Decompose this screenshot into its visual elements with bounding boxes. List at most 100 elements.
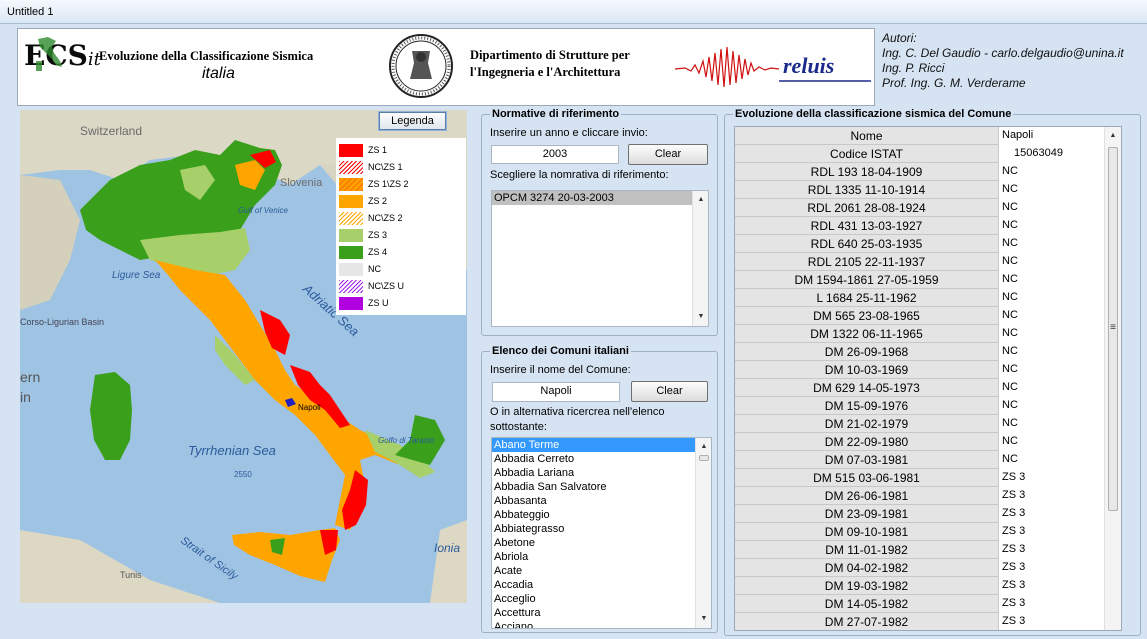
row-label: DM 26-06-1981 [735, 487, 999, 505]
normativa-scrollbar[interactable]: ▲ ▼ [692, 191, 708, 326]
list-item[interactable]: Abbadia San Salvatore [494, 481, 607, 493]
map-legend: ZS 1 NC\ZS 1 ZS 1\ZS 2 ZS 2 NC\ZS 2 ZS 3… [336, 138, 466, 315]
normative-panel: Normative di riferimento Inserire un ann… [481, 108, 718, 336]
table-row: RDL 2105 22-11-1937 NC [735, 253, 1107, 271]
scroll-up-icon[interactable]: ▲ [1109, 132, 1117, 139]
table-row: DM 565 23-08-1965 NC [735, 307, 1107, 325]
legend-button[interactable]: Legenda [379, 112, 446, 130]
list-item[interactable]: Abbasanta [494, 495, 547, 507]
row-value: ZS 3 [1001, 487, 1075, 505]
row-label: DM 1322 06-11-1965 [735, 325, 999, 343]
table-row: Codice ISTAT 15063049 [735, 145, 1107, 163]
table-row: DM 26-06-1981 ZS 3 [735, 487, 1107, 505]
legend-label: ZS 3 [368, 230, 388, 240]
map-label-gulf-venice: Gulf of Venice [238, 206, 289, 215]
map-label-ionian: Ionia [434, 541, 460, 555]
row-label: DM 565 23-08-1965 [735, 307, 999, 325]
scroll-up-icon[interactable]: ▲ [700, 443, 708, 450]
row-value: ZS 3 [1001, 523, 1075, 541]
list-item[interactable]: Abbiategrasso [494, 523, 565, 535]
table-row: RDL 2061 28-08-1924 NC [735, 199, 1107, 217]
list-item[interactable]: Acciano [494, 621, 534, 629]
comune-name-prompt: Inserire il nome del Comune: [490, 364, 631, 376]
row-label: RDL 1335 11-10-1914 [735, 181, 999, 199]
comuni-scrollbar[interactable]: ▲ ▼ [695, 438, 711, 628]
app-title: Evoluzione della Classificazione Sismica [99, 49, 314, 63]
table-row: L 1684 25-11-1962 NC [735, 289, 1107, 307]
row-label: DM 09-10-1981 [735, 523, 999, 541]
list-item[interactable]: Abbadia Lariana [494, 467, 575, 479]
row-value: NC [1001, 433, 1075, 451]
normative-clear-button[interactable]: Clear [628, 144, 708, 165]
scroll-up-icon[interactable]: ▲ [697, 196, 705, 203]
author-3: Prof. Ing. G. M. Verderame [882, 76, 1026, 90]
alt-prompt-line-1: O in alternativa ricercrea nell'elenco [490, 406, 665, 418]
legend-label: ZS 2 [368, 196, 388, 206]
list-item[interactable]: OPCM 3274 20-03-2003 [492, 191, 692, 205]
list-item[interactable]: Abriola [494, 551, 529, 563]
map-label-ern: ern [20, 369, 40, 385]
row-value: NC [1001, 289, 1075, 307]
table-row: DM 629 14-05-1973 NC [735, 379, 1107, 397]
table-row: DM 515 03-06-1981 ZS 3 [735, 469, 1107, 487]
comune-name-input[interactable]: Napoli [492, 382, 620, 402]
normativa-list[interactable]: OPCM 3274 20-03-2003 ▲ ▼ [491, 190, 709, 327]
table-row: RDL 431 13-03-1927 NC [735, 217, 1107, 235]
row-value: Napoli [1001, 127, 1075, 145]
comuni-clear-button[interactable]: Clear [631, 381, 708, 402]
legend-label: ZS 4 [368, 247, 388, 257]
evoluzione-table: Nome Napoli Codice ISTAT 15063049 RDL 193 18… [734, 126, 1122, 631]
row-value: NC [1001, 361, 1075, 379]
comuni-list[interactable]: Abano Terme Abbadia Cerreto Abbadia Lari… [491, 437, 712, 629]
row-label: DM 07-03-1981 [735, 451, 999, 469]
row-value: NC [1001, 325, 1075, 343]
table-scrollbar[interactable]: ▲ ≡ [1104, 127, 1121, 630]
list-item[interactable]: Abbateggio [494, 509, 550, 521]
list-item[interactable]: Abbadia Cerreto [494, 453, 575, 465]
list-item[interactable]: Abetone [494, 537, 535, 549]
logo-text: ECS [24, 39, 88, 72]
list-item[interactable]: Acate [494, 565, 523, 577]
table-row: DM 21-02-1979 NC [735, 415, 1107, 433]
list-item[interactable]: Acceglio [494, 593, 536, 605]
legend-swatch [339, 144, 363, 157]
list-item[interactable]: Accadia [494, 579, 534, 591]
list-item[interactable]: Abano Terme [492, 438, 695, 452]
year-input[interactable]: 2003 [491, 145, 619, 164]
window-title: Untitled 1 [7, 6, 54, 18]
reluis-seismogram-logo: reluis [675, 46, 871, 88]
row-label: RDL 193 18-04-1909 [735, 163, 999, 181]
map-label-golfo-taranto: Golfo di Taranto [378, 436, 435, 445]
map-label-tyrrhenian: Tyrrhenian Sea [188, 443, 276, 458]
map-label-in: in [20, 389, 31, 405]
row-label: DM 11-01-1982 [735, 541, 999, 559]
row-value: NC [1001, 271, 1075, 289]
row-value: NC [1001, 163, 1075, 181]
scroll-thumb[interactable] [699, 455, 709, 461]
legend-swatch [339, 178, 363, 191]
scroll-down-icon[interactable]: ▼ [700, 615, 708, 622]
list-item[interactable]: Accettura [494, 607, 541, 619]
row-value: NC [1001, 397, 1075, 415]
table-row: DM 07-03-1981 NC [735, 451, 1107, 469]
row-label: DM 27-07-1982 [735, 613, 999, 630]
scroll-down-icon[interactable]: ▼ [697, 313, 705, 320]
legend-swatch [339, 297, 363, 310]
department-line-2: l'Ingegneria e l'Architettura [470, 65, 621, 79]
row-value: NC [1001, 181, 1075, 199]
row-value: ZS 3 [1001, 595, 1075, 613]
map-label-switzerland: Switzerland [80, 124, 142, 138]
italy-silhouette-icon [36, 37, 62, 71]
row-label: DM 14-05-1982 [735, 595, 999, 613]
comuni-title: Elenco dei Comuni italiani [490, 345, 631, 357]
legend-label: ZS U [368, 298, 389, 308]
department-line-1: Dipartimento di Strutture per [470, 48, 630, 62]
reluis-text: reluis [783, 53, 834, 78]
choose-normativa-prompt: Scegliere la nomrativa di riferimento: [490, 169, 669, 181]
scroll-thumb[interactable] [1108, 147, 1118, 511]
legend-label: NC\ZS U [368, 281, 404, 291]
table-row: DM 04-02-1982 ZS 3 [735, 559, 1107, 577]
row-value: NC [1001, 343, 1075, 361]
table-row: DM 26-09-1968 NC [735, 343, 1107, 361]
row-label: DM 629 14-05-1973 [735, 379, 999, 397]
